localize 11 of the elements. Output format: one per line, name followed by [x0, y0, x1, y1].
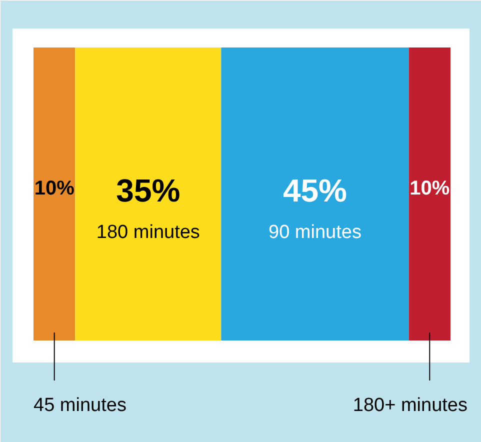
bar — [34, 48, 76, 340]
data-label: 10% — [34, 178, 75, 200]
series-label: 180 minutes — [96, 222, 200, 243]
data-label: 45% — [282, 172, 347, 208]
text: 45 minutes — [34, 395, 126, 416]
bar — [75, 48, 222, 340]
data-label: 10% — [410, 178, 450, 200]
bar — [408, 48, 450, 340]
data-label: 35% — [116, 172, 180, 208]
text: 180+ minutes — [352, 395, 468, 416]
series-label: 90 minutes — [268, 222, 362, 243]
